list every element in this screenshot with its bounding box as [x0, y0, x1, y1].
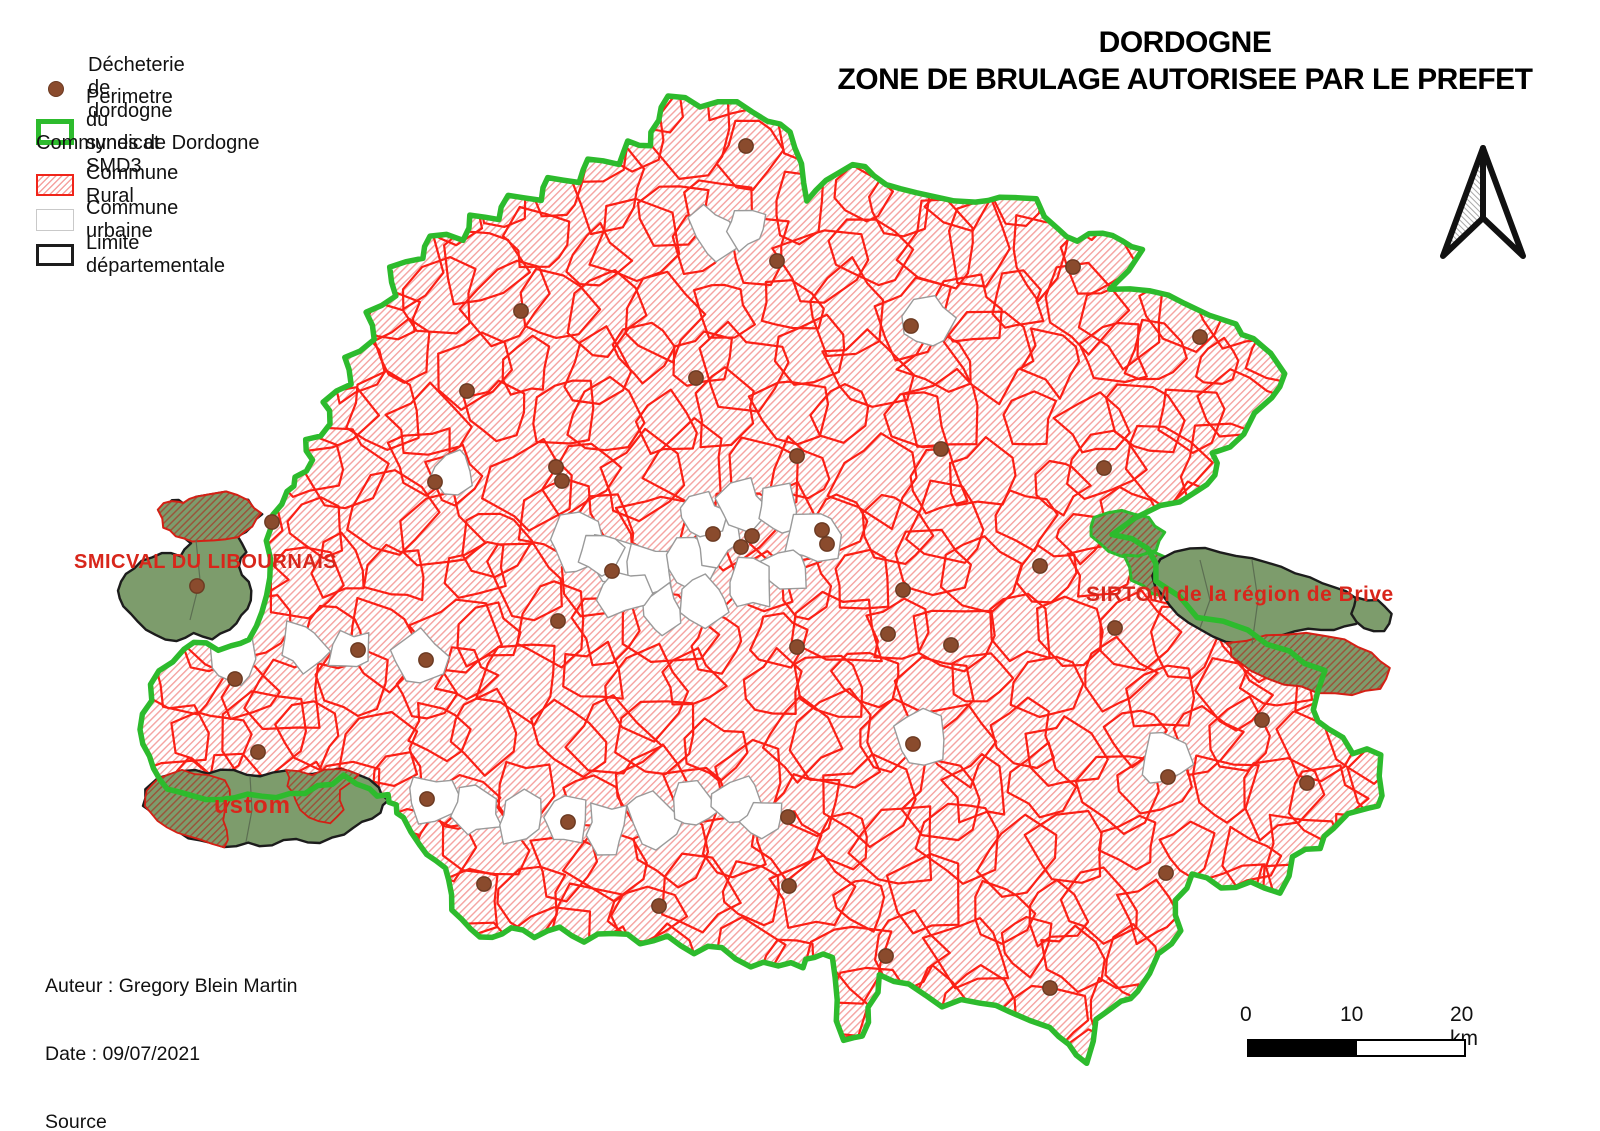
- scalebar-white-segment: [1356, 1041, 1464, 1055]
- scalebar-label-10: 10: [1340, 1003, 1364, 1026]
- dechetterie-dots: [189, 138, 1315, 996]
- dechetterie-dot: [1096, 460, 1112, 476]
- dechetterie-dot: [1065, 259, 1081, 275]
- legend-label: Décheterie de dordogne: [88, 54, 185, 122]
- dechetterie-dot: [264, 514, 280, 530]
- dechetterie-dot: [1299, 775, 1315, 791]
- legend-label: Perimetre du syndicat SMD3: [86, 86, 173, 177]
- dechetterie-dot: [548, 459, 564, 475]
- credit-line: Auteur : Gregory Blein Martin: [45, 975, 298, 998]
- dechetterie-dot: [688, 370, 704, 386]
- legend-label: Limite départementale: [86, 232, 225, 277]
- dechetterie-dot: [769, 253, 785, 269]
- dechetterie-dot: [419, 791, 435, 807]
- dechetterie-dot: [418, 652, 434, 668]
- zone-sirtom-tip: [1350, 596, 1393, 633]
- dechetterie-dot: [476, 876, 492, 892]
- dechetterie-dot: [1192, 329, 1208, 345]
- dechetterie-dot: [905, 736, 921, 752]
- dechetterie-dot: [189, 578, 205, 594]
- legend-item-dechetterie: Décheterie de dordogne: [36, 54, 185, 123]
- legend-item-perimetre: Perimetre du syndicat SMD3: [36, 86, 173, 178]
- limit-swatch: [36, 244, 74, 266]
- rural-swatch: [36, 174, 74, 196]
- dechetterie-dot: [814, 522, 830, 538]
- credit-line: Date : 09/07/2021: [45, 1042, 201, 1065]
- perimeter-swatch: [36, 119, 74, 145]
- dechetterie-dot: [705, 526, 721, 542]
- legend-label: Commune Rural: [86, 162, 179, 207]
- dechetterie-dot: [733, 539, 749, 555]
- dechetterie-dot: [1107, 620, 1123, 636]
- dechetterie-dot: [781, 878, 797, 894]
- zone-smicval-hatch: [156, 490, 263, 543]
- dechetterie-dot: [1042, 980, 1058, 996]
- map-label-1: SIRTOM de la région de Brive: [1086, 583, 1394, 606]
- credit-line: Source: [45, 1110, 107, 1131]
- dechetterie-dot: [459, 383, 475, 399]
- dechetterie-dot: [819, 536, 835, 552]
- dechetterie-dot: [903, 318, 919, 334]
- north-arrow-icon: [1440, 145, 1526, 259]
- dechetterie-dot: [1032, 558, 1048, 574]
- legend-label: Commune urbaine: [86, 197, 179, 242]
- urban-swatch: [36, 209, 74, 231]
- dechetterie-dot: [880, 626, 896, 642]
- dechetterie-dot: [554, 473, 570, 489]
- map-title-line1: DORDOGNE: [1098, 26, 1272, 59]
- scalebar-bar: [1247, 1039, 1466, 1057]
- dechetterie-dot: [933, 441, 949, 457]
- dechetterie-dot: [651, 898, 667, 914]
- scalebar-label-0: 0: [1240, 1003, 1252, 1026]
- legend-item-limite: Limite départementale: [36, 232, 225, 278]
- dechetterie-dot: [744, 528, 760, 544]
- map-title: DORDOGNE ZONE DE BRULAGE AUTORISEE PAR L…: [820, 24, 1550, 98]
- dechetterie-dot: [1254, 712, 1270, 728]
- dechetterie-dot-icon: [48, 80, 64, 97]
- smd3-perimeter: [137, 93, 1385, 1067]
- dechetterie-dot: [780, 809, 796, 825]
- dechetterie-dot: [895, 582, 911, 598]
- dechetterie-dot: [1160, 769, 1176, 785]
- legend-item-rural: Commune Rural: [36, 162, 178, 208]
- credits-block: Auteur : Gregory Blein Martin Date : 09/…: [45, 930, 343, 1131]
- dechetterie-dot: [350, 642, 366, 658]
- dechetterie-dot: [604, 563, 620, 579]
- dechetterie-dot: [789, 639, 805, 655]
- legend-group-header: Communes de Dordogne: [36, 132, 260, 154]
- dechetterie-dot: [227, 671, 243, 687]
- map-label-0: SMICVAL DU LIBOURNAIS: [74, 551, 337, 573]
- dechetterie-dot: [550, 613, 566, 629]
- dechetterie-dot: [943, 637, 959, 653]
- dechetterie-dot: [427, 474, 443, 490]
- legend-item-urbaine: Commune urbaine: [36, 197, 178, 243]
- map-title-line2: ZONE DE BRULAGE AUTORISEE PAR LE PREFET: [837, 63, 1533, 96]
- dechetterie-dot: [789, 448, 805, 464]
- dechetterie-dot: [878, 948, 894, 964]
- zone-sirtom-body: [1151, 546, 1370, 649]
- dechetterie-dot: [513, 303, 529, 319]
- dechetterie-dot: [738, 138, 754, 154]
- scalebar-black-segment: [1249, 1041, 1357, 1055]
- dechetterie-dot: [560, 814, 576, 830]
- dechetterie-dot: [1158, 865, 1174, 881]
- map-label-2: ustom: [214, 792, 291, 819]
- dechetterie-dot: [250, 744, 266, 760]
